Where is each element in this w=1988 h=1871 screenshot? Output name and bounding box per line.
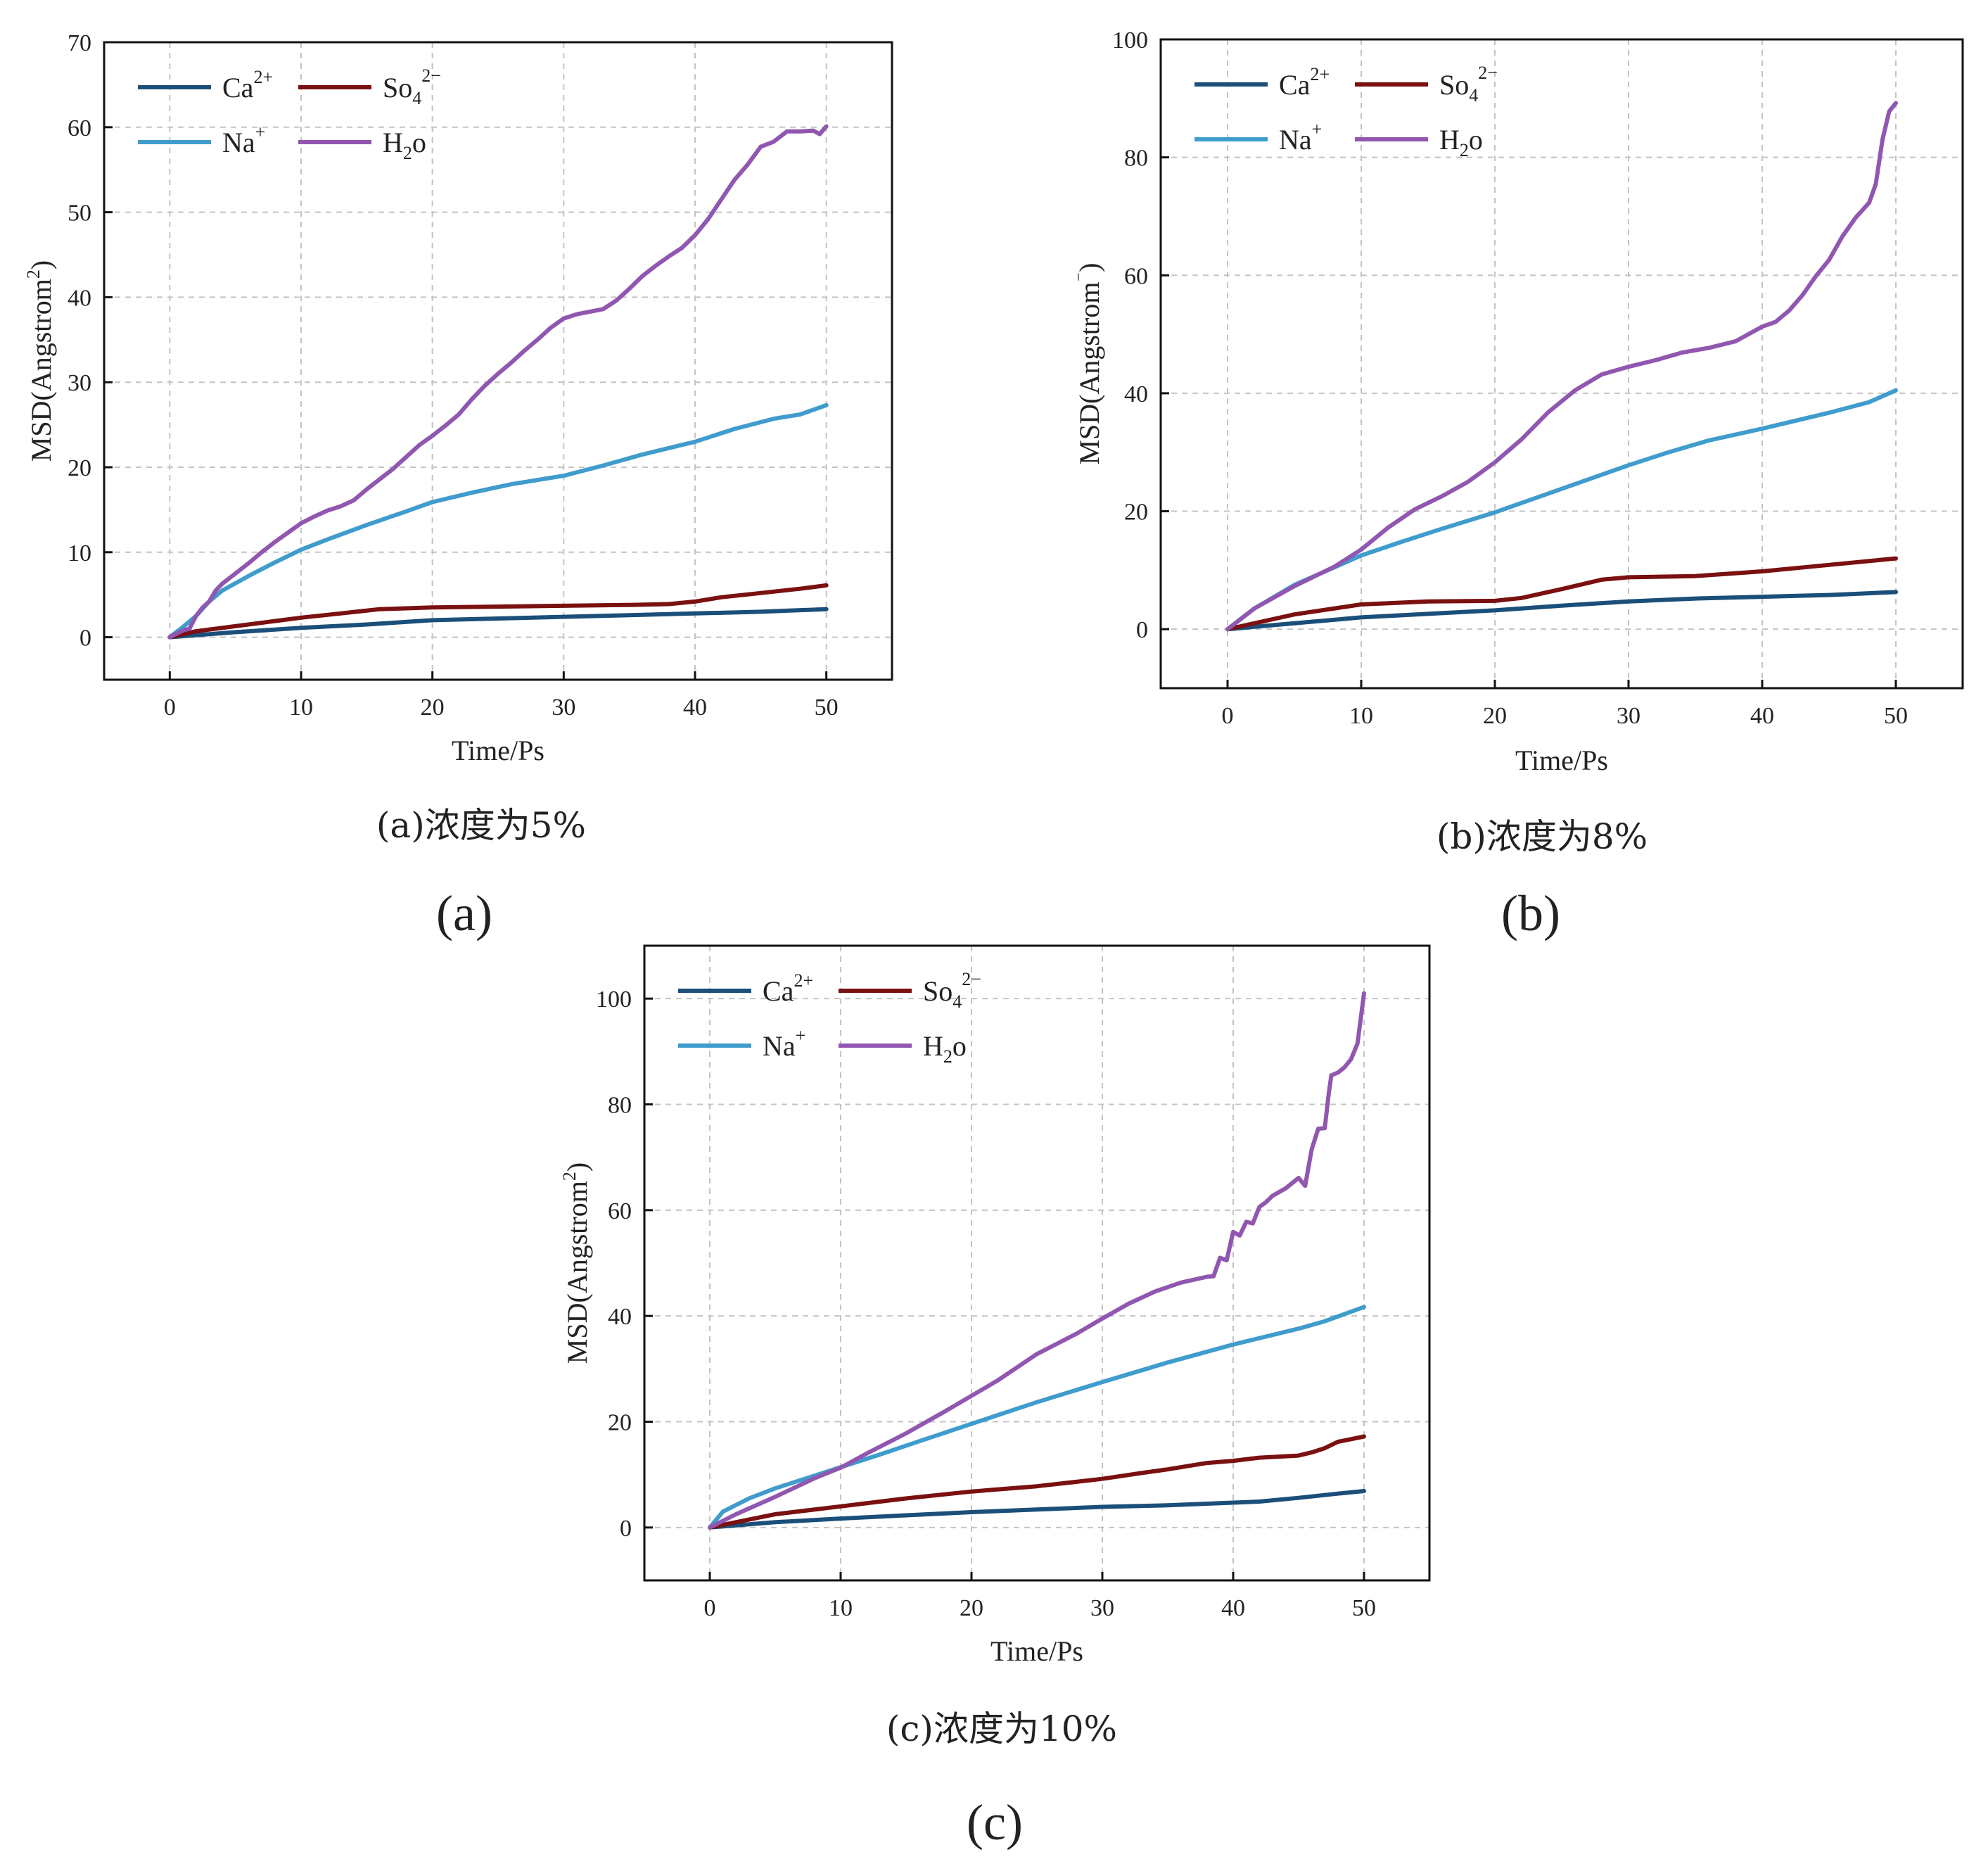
legend-label-so4: So42− [1439,63,1498,106]
series-line-h2o [1225,101,1898,632]
x-tick-label: 50 [1352,1595,1376,1621]
legend-label-h2o: H2o [923,1030,967,1067]
y-tick-label: 40 [1124,381,1148,407]
y-tick-label: 20 [68,455,91,481]
legend-label-na: Na+ [763,1025,805,1062]
series-line-ca [1225,590,1898,632]
legend-label-so4: So42− [923,969,981,1012]
y-tick-label: 20 [1124,500,1148,526]
panel-caption: (a)浓度为5% [376,805,586,846]
x-tick-label: 40 [683,695,707,721]
plot-frame [643,944,1431,1582]
legend-label-so4: So42− [383,65,441,108]
legend-label-na: Na+ [222,122,265,158]
y-tick-label: 0 [620,1516,632,1542]
panel-b: 0 10 20 30 40 50 0 20 40 60 80 100 Ca2+ So42− Na+ H2o Ti… [1071,27,1964,941]
legend-label-ca: Ca2+ [1279,64,1330,101]
panel-c: 0 10 20 30 40 50 0 20 40 60 80 100 Ca2+ So42− Na+ H2o Ti… [559,944,1431,1851]
series-line-h2o [708,991,1366,1530]
y-axis-title: MSD(Angstrom2) [559,1162,593,1364]
x-tick-label: 10 [829,1595,853,1621]
panel-letter: (a) [436,885,492,941]
series-line-ca [167,607,829,640]
y-tick-label: 80 [608,1093,632,1119]
y-tick-label: 60 [608,1198,632,1224]
y-tick-label: 40 [68,285,91,311]
legend: Ca2+ So42− Na+ H2o [1194,63,1498,160]
panel-caption: (c)浓度为10% [886,1708,1117,1749]
legend: Ca2+ So42− Na+ H2o [138,65,441,163]
x-tick-label: 20 [421,695,445,721]
x-tick-label: 0 [164,695,176,721]
series-line-so4 [1225,556,1898,632]
y-tick-label: 100 [1112,27,1148,53]
y-tick-label: 60 [1124,263,1148,289]
y-tick-label: 0 [79,626,91,652]
x-axis-title: Time/Ps [1515,744,1608,776]
series-line-ca [708,1489,1366,1530]
y-tick-label: 80 [1124,146,1148,172]
x-tick-label: 10 [1349,703,1373,729]
series-line-na [167,402,829,640]
y-tick-label: 30 [68,370,91,396]
x-tick-label: 30 [1617,703,1640,729]
legend-label-h2o: H2o [383,127,426,163]
y-tick-label: 10 [68,540,91,566]
series-line-h2o [167,124,829,640]
panel-caption: (b)浓度为8% [1436,816,1648,857]
panel-letter: (b) [1501,885,1560,941]
series-line-na [1225,388,1898,632]
y-tick-label: 60 [68,115,91,141]
legend-label-ca: Ca2+ [763,970,813,1007]
y-axis-title: MSD(Angstrom2) [23,260,57,462]
y-tick-label: 70 [68,30,91,56]
x-tick-label: 20 [960,1595,983,1621]
x-tick-label: 0 [704,1595,716,1621]
y-tick-label: 40 [608,1304,632,1330]
series-line-so4 [167,583,829,640]
y-axis-title: MSD(Angstrom⁻) [1071,262,1105,464]
plot-frame [1159,38,1964,690]
x-tick-label: 30 [552,695,575,721]
x-tick-label: 40 [1221,1595,1245,1621]
plot-frame [103,41,893,681]
x-tick-label: 50 [1884,703,1908,729]
x-tick-label: 0 [1222,703,1234,729]
y-tick-label: 20 [608,1410,632,1436]
x-tick-label: 10 [289,695,313,721]
panel-a: 0 10 20 30 40 50 0 10 20 30 40 50 60 70 Ca2+ So42− Na+ H2… [23,30,893,941]
x-tick-label: 50 [815,695,839,721]
legend-label-ca: Ca2+ [222,67,273,103]
x-axis-title: Time/Ps [452,735,544,766]
x-tick-label: 20 [1483,703,1507,729]
series-line-so4 [708,1434,1366,1530]
x-axis-title: Time/Ps [990,1635,1083,1667]
y-tick-label: 100 [596,987,632,1013]
legend-label-na: Na+ [1279,119,1322,156]
x-tick-label: 40 [1750,703,1774,729]
series-line-na [708,1305,1366,1530]
panel-letter: (c) [967,1794,1023,1851]
y-tick-label: 50 [68,201,91,227]
x-tick-label: 30 [1090,1595,1114,1621]
legend: Ca2+ So42− Na+ H2o [678,969,981,1067]
legend-label-h2o: H2o [1439,124,1483,160]
y-tick-label: 0 [1136,617,1148,643]
